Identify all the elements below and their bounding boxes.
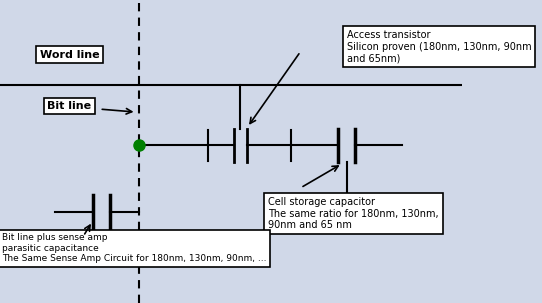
Text: Word line: Word line — [40, 49, 99, 60]
Text: Bit line plus sense amp
parasitic capacitance
The Same Sense Amp Circuit for 180: Bit line plus sense amp parasitic capaci… — [2, 233, 267, 263]
Text: Access transistor
Silicon proven (180nm, 130nm, 90nm
and 65nm): Access transistor Silicon proven (180nm,… — [347, 30, 531, 64]
Text: Bit line: Bit line — [47, 101, 92, 111]
Text: Cell storage capacitor
The same ratio for 180nm, 130nm,
90nm and 65 nm: Cell storage capacitor The same ratio fo… — [268, 197, 439, 230]
